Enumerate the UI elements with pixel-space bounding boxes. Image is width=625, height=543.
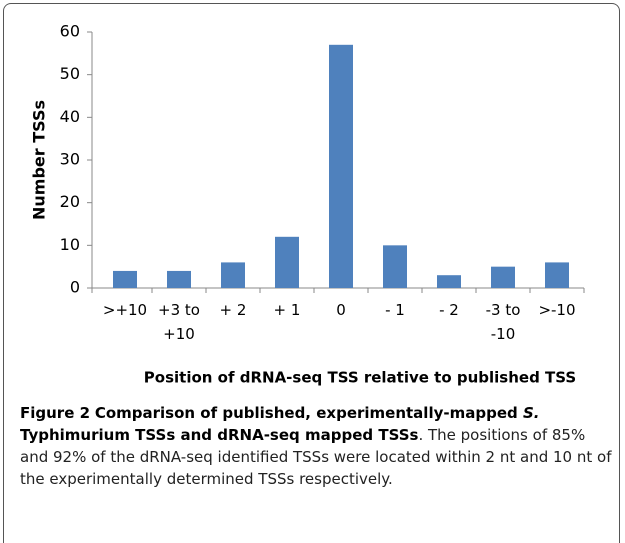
y-tick-label: 50 xyxy=(60,64,80,83)
caption: Figure 2 Comparison of published, experi… xyxy=(20,402,612,490)
x-tick-label: +3 to +10 xyxy=(158,301,200,343)
x-tick-label: + 1 xyxy=(273,301,301,319)
x-axis-title: Position of dRNA-seq TSS relative to pub… xyxy=(144,369,576,387)
x-tick-label: - 2 xyxy=(439,301,459,319)
bar xyxy=(437,275,461,288)
x-tick-label: - 1 xyxy=(385,301,405,319)
caption-title: Comparison of published, experimentally-… xyxy=(20,404,539,444)
x-tick-label: -3 to -10 xyxy=(485,301,521,343)
x-tick-label: >-10 xyxy=(538,301,576,319)
y-tick-label: 20 xyxy=(60,192,80,211)
caption-title-part: S. xyxy=(522,404,540,422)
caption-title-part: Typhimurium TSSs and dRNA-seq mapped TSS… xyxy=(20,426,419,444)
y-tick-label: 10 xyxy=(60,235,80,254)
bar xyxy=(221,262,245,288)
bar xyxy=(383,245,407,288)
bar xyxy=(275,236,299,288)
caption-title-part: Comparison of published, experimentally-… xyxy=(94,404,523,422)
figure-frame xyxy=(3,3,620,543)
bar xyxy=(545,262,569,288)
y-tick-label: 40 xyxy=(60,107,80,126)
x-tick-label: >+10 xyxy=(102,301,148,319)
y-axis-title: Number TSSs xyxy=(30,100,49,220)
y-tick-label: 0 xyxy=(70,278,80,297)
x-tick-label: + 2 xyxy=(219,301,247,319)
y-tick-label: 30 xyxy=(60,150,80,169)
bar xyxy=(167,270,191,288)
y-tick-label: 60 xyxy=(60,22,80,41)
caption-label: Figure 2 xyxy=(20,404,91,422)
bar xyxy=(113,270,137,288)
caption-text: . The positions of 85% and 92% of the dR… xyxy=(20,426,612,488)
x-tick-label: 0 xyxy=(336,301,346,319)
bar xyxy=(491,266,515,288)
bar xyxy=(329,44,353,288)
